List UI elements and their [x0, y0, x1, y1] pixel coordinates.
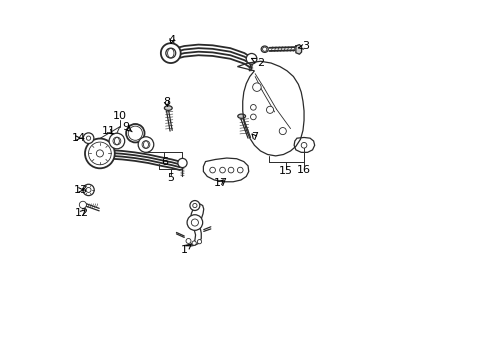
Text: 6: 6	[161, 157, 167, 167]
Text: 10: 10	[113, 111, 126, 121]
Circle shape	[83, 133, 94, 144]
Circle shape	[301, 143, 306, 148]
Ellipse shape	[164, 106, 172, 111]
Text: 12: 12	[75, 208, 89, 217]
Circle shape	[189, 201, 200, 211]
Circle shape	[250, 104, 256, 110]
Text: 15: 15	[279, 166, 293, 176]
Text: 4: 4	[168, 35, 175, 45]
Circle shape	[266, 106, 273, 113]
Circle shape	[219, 167, 225, 173]
Circle shape	[126, 124, 144, 143]
Ellipse shape	[261, 46, 268, 53]
Text: 9: 9	[122, 122, 132, 132]
Circle shape	[250, 114, 256, 120]
Circle shape	[187, 215, 202, 230]
Ellipse shape	[132, 129, 138, 138]
Circle shape	[96, 150, 103, 157]
Text: 7: 7	[250, 132, 258, 142]
Circle shape	[197, 239, 201, 244]
Ellipse shape	[237, 114, 245, 118]
Circle shape	[178, 158, 187, 168]
Circle shape	[109, 133, 124, 149]
Ellipse shape	[167, 49, 174, 58]
Circle shape	[161, 43, 181, 63]
Circle shape	[191, 219, 198, 226]
Circle shape	[228, 167, 233, 173]
Circle shape	[82, 184, 94, 195]
Circle shape	[85, 139, 115, 168]
Circle shape	[209, 167, 215, 173]
Circle shape	[165, 48, 175, 58]
Text: 14: 14	[71, 133, 85, 143]
Text: 13: 13	[74, 185, 87, 195]
Circle shape	[252, 83, 261, 91]
Ellipse shape	[143, 141, 148, 148]
Circle shape	[92, 145, 107, 161]
Text: 2: 2	[251, 58, 264, 68]
Circle shape	[192, 241, 196, 245]
Circle shape	[262, 47, 266, 51]
Circle shape	[128, 126, 142, 140]
Circle shape	[246, 54, 256, 64]
Circle shape	[185, 238, 191, 243]
Circle shape	[237, 167, 243, 173]
Circle shape	[279, 127, 286, 135]
Circle shape	[142, 141, 149, 148]
Circle shape	[113, 137, 121, 145]
Text: 17: 17	[213, 178, 227, 188]
Text: 11: 11	[102, 126, 116, 136]
Text: 8: 8	[163, 97, 170, 107]
Text: 16: 16	[296, 165, 310, 175]
Circle shape	[192, 203, 197, 208]
Text: 3: 3	[298, 41, 308, 51]
Circle shape	[86, 136, 90, 140]
Circle shape	[86, 188, 91, 192]
Circle shape	[79, 201, 86, 208]
Text: 1: 1	[181, 244, 191, 255]
Circle shape	[130, 128, 140, 138]
Ellipse shape	[114, 138, 119, 145]
Text: 5: 5	[167, 173, 174, 183]
Polygon shape	[295, 45, 301, 54]
Circle shape	[138, 137, 153, 152]
Circle shape	[88, 142, 111, 165]
